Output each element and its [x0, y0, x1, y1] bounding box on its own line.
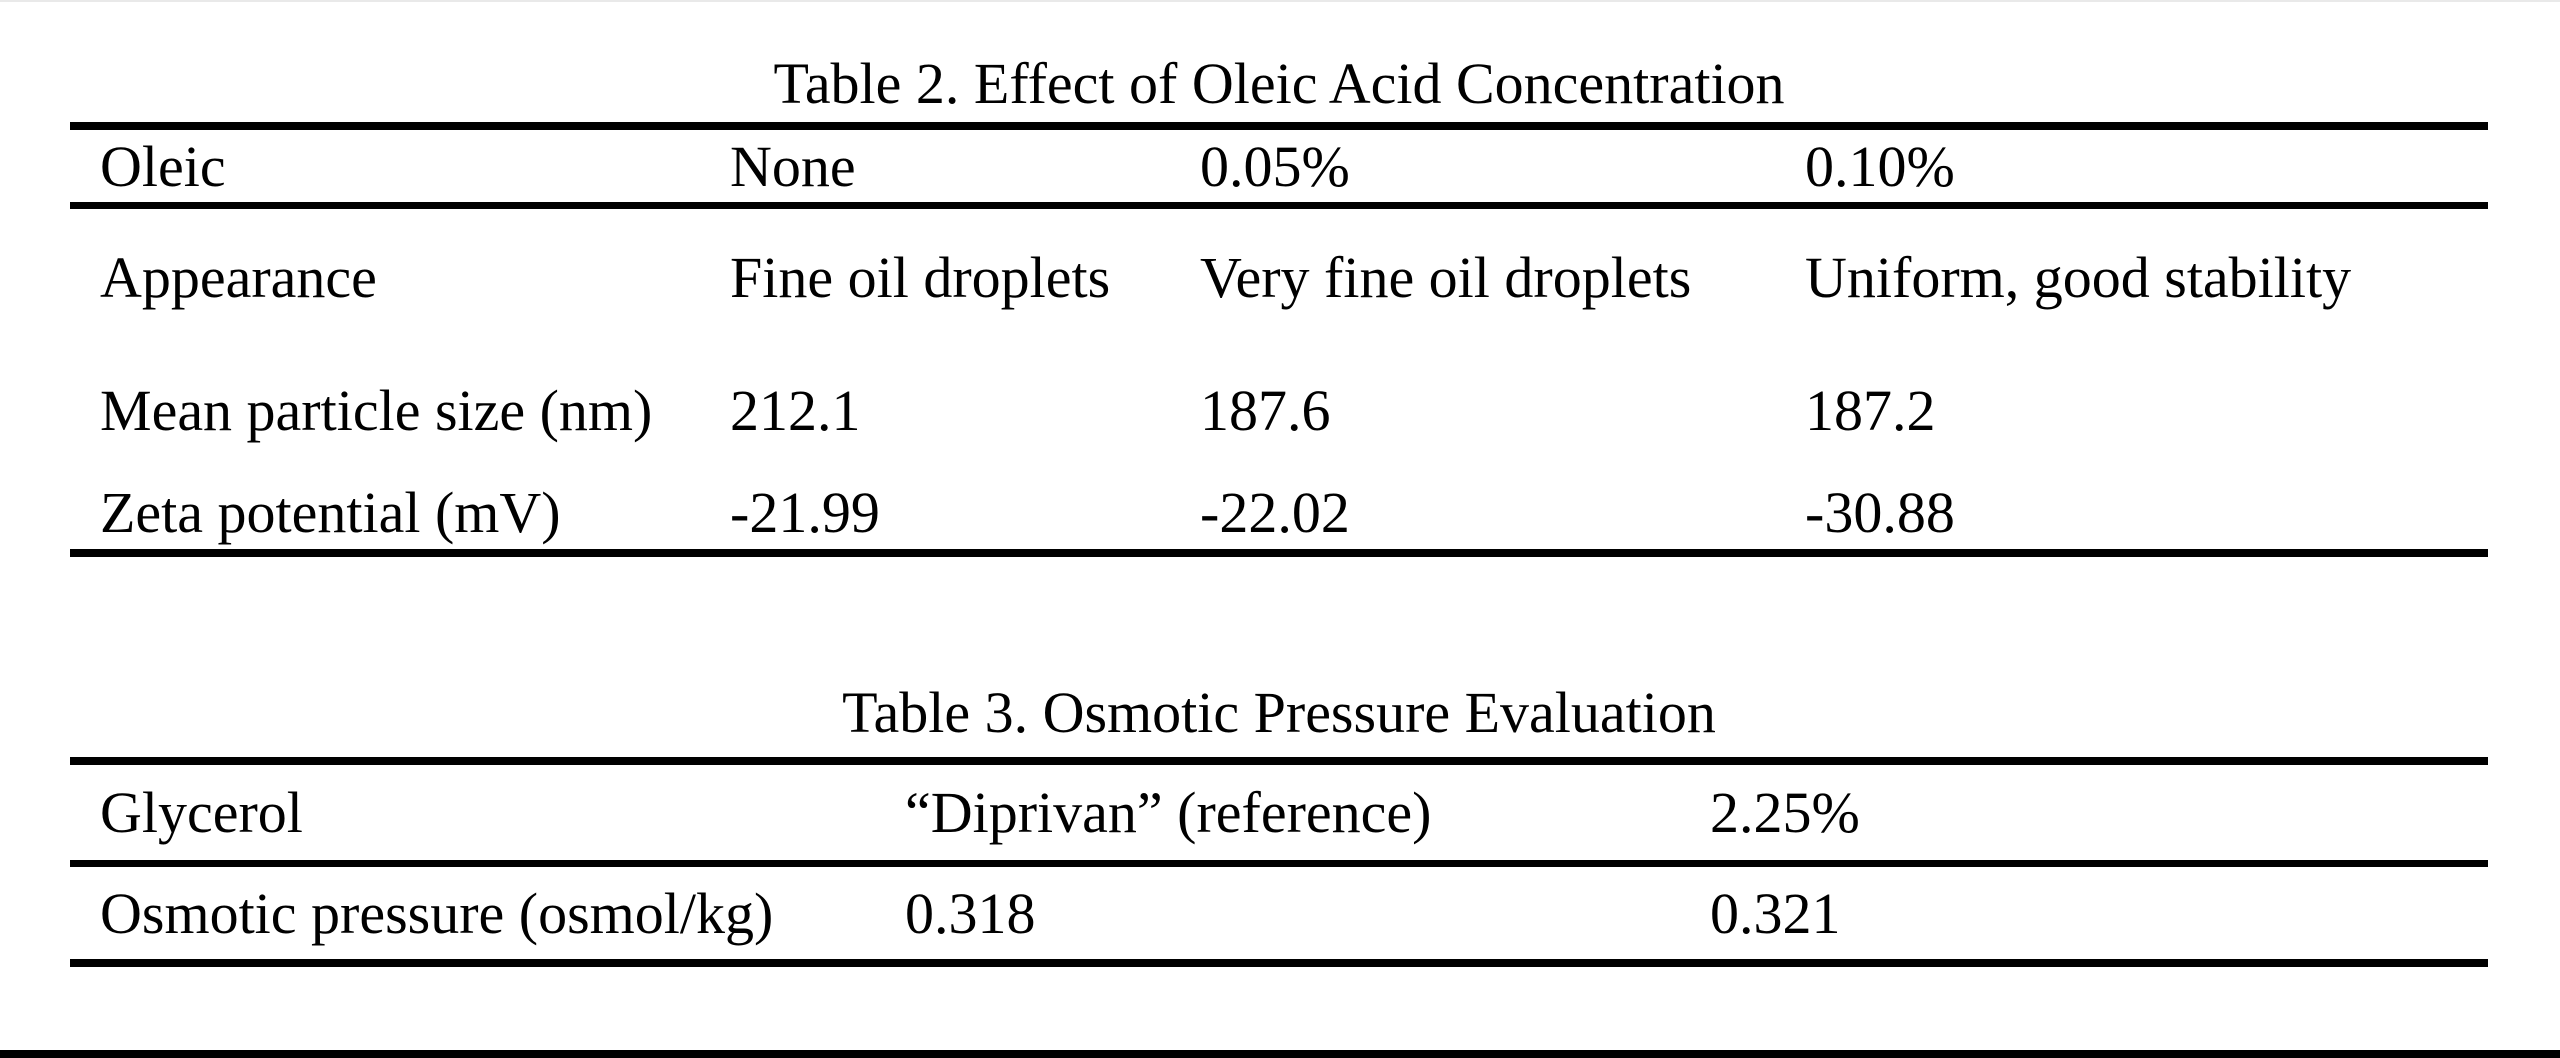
table-row-zeta-potential: Zeta potential (mV) -21.99 -22.02 -30.88 [70, 475, 2488, 553]
table-cell: Oleic [70, 126, 700, 209]
table-cell: Very fine oil droplets [1200, 244, 1692, 310]
table-cell: 0.318 [905, 880, 1036, 946]
table-cell: Zeta potential (mV) [100, 479, 561, 545]
table-cell: Uniform, good stability [1805, 244, 2352, 310]
table-row-appearance: Appearance Fine oil droplets Very fine o… [70, 206, 2488, 346]
top-hairline [0, 0, 2560, 2]
table-cell: 2.25% [1680, 761, 2488, 867]
table2-header-row: Oleic None 0.05% 0.10% [70, 126, 2488, 209]
table-row-glycerol: Glycerol “Diprivan” (reference) 2.25% [70, 761, 2488, 867]
table-cell: None [700, 126, 1170, 209]
table-cell: “Diprivan” (reference) [875, 761, 1680, 867]
table3-osmotic-pressure-evaluation: Glycerol “Diprivan” (reference) 2.25% Os… [70, 757, 2488, 967]
table2-oleic-acid-concentration: Oleic None 0.05% 0.10% Appearance Fine o… [70, 122, 2488, 557]
page-bottom-bar [0, 1050, 2560, 1058]
table2-title: Table 2. Effect of Oleic Acid Concentrat… [773, 51, 1785, 116]
table-cell: Osmotic pressure (osmol/kg) [100, 880, 774, 946]
table-cell: 187.6 [1200, 377, 1331, 443]
table-cell: 0.10% [1775, 126, 2488, 209]
table-cell: -22.02 [1200, 479, 1350, 545]
table-cell: Appearance [100, 244, 377, 310]
table-cell: Mean particle size (nm) [100, 377, 653, 443]
table3-title: Table 3. Osmotic Pressure Evaluation [842, 680, 1716, 745]
table-row-osmotic-pressure: Osmotic pressure (osmol/kg) 0.318 0.321 [70, 864, 2488, 964]
table-cell: 0.05% [1170, 126, 1775, 209]
table-cell: 212.1 [730, 377, 861, 443]
table-cell: -30.88 [1805, 479, 1955, 545]
table-cell: 0.321 [1710, 880, 1841, 946]
table-cell: Glycerol [70, 761, 875, 867]
table-cell: -21.99 [730, 479, 880, 545]
table-row-mean-particle-size: Mean particle size (nm) 212.1 187.6 187.… [70, 345, 2488, 475]
page-content: Table 2. Effect of Oleic Acid Concentrat… [70, 0, 2488, 967]
table-cell: Fine oil droplets [730, 244, 1111, 310]
table-cell: 187.2 [1805, 377, 1936, 443]
